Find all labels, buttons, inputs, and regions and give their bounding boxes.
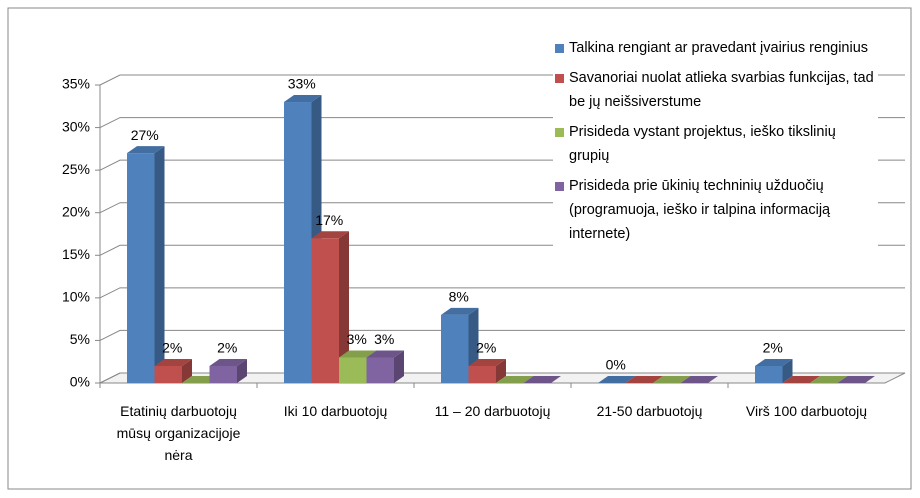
data-label: 2% xyxy=(476,340,496,356)
legend-label: Prisideda vystant projektus, ieško tiksl… xyxy=(569,124,836,164)
data-label: 2% xyxy=(162,340,182,356)
bar-side xyxy=(394,350,404,383)
bar-top xyxy=(311,231,349,239)
legend-swatch xyxy=(555,74,564,83)
bar xyxy=(311,238,339,383)
y-tick-label: 35% xyxy=(62,76,90,92)
bar-top xyxy=(598,376,636,383)
bar-top xyxy=(782,376,820,383)
bar-top xyxy=(366,350,404,358)
data-label: 3% xyxy=(374,331,394,347)
bar-top xyxy=(755,358,793,366)
bar-top xyxy=(496,376,534,383)
bar xyxy=(154,365,182,383)
bar xyxy=(339,357,367,383)
legend-label: Savanoriai nuolat atlieka svarbias funkc… xyxy=(569,70,874,110)
x-tick-label: Iki 10 darbuotojų xyxy=(283,403,388,419)
data-label: 8% xyxy=(449,289,469,305)
bar-top xyxy=(339,350,377,358)
grid-line xyxy=(99,329,905,341)
legend-swatch xyxy=(555,182,564,191)
y-tick-label: 25% xyxy=(62,161,90,177)
bar-side xyxy=(782,358,793,383)
legend-item: Talkina rengiant ar pravedant įvairius r… xyxy=(553,36,878,60)
y-tick-label: 5% xyxy=(70,331,90,347)
data-label: 17% xyxy=(315,212,343,228)
legend-label: Talkina rengiant ar pravedant įvairius r… xyxy=(569,40,869,56)
bar-top xyxy=(284,95,322,103)
data-label: 27% xyxy=(131,127,159,143)
bar-side xyxy=(496,358,506,383)
bar xyxy=(127,153,155,383)
grid-line xyxy=(99,287,905,299)
legend-item: Prisideda prie ūkinių techninių užduočių… xyxy=(553,174,878,246)
legend-swatch xyxy=(555,128,564,137)
x-tick-label: Virš 100 darbuotojų xyxy=(745,403,868,419)
legend-item: Prisideda vystant projektus, ieško tiksl… xyxy=(553,120,878,168)
legend-item: Savanoriai nuolat atlieka svarbias funkc… xyxy=(553,66,878,114)
bar xyxy=(441,314,469,383)
bar-top xyxy=(523,376,561,383)
bar-top xyxy=(468,358,506,366)
bar-side xyxy=(182,358,192,383)
bar xyxy=(209,365,237,383)
bar xyxy=(284,102,312,384)
bar-top xyxy=(680,376,718,383)
data-label: 2% xyxy=(217,340,237,356)
bar xyxy=(755,365,783,383)
y-tick-label: 10% xyxy=(62,289,90,305)
bar-top xyxy=(209,358,247,366)
bar xyxy=(468,365,496,383)
x-tick-label: 11 – 20 darbuotojų xyxy=(434,403,551,419)
legend-swatch xyxy=(555,44,564,53)
bar-top xyxy=(837,376,875,383)
y-tick-label: 30% xyxy=(62,118,90,134)
bar xyxy=(366,357,394,383)
bar-top xyxy=(127,146,165,154)
x-tick-label: 21-50 darbuotojų xyxy=(596,403,703,419)
bar-top xyxy=(653,376,691,383)
data-label: 2% xyxy=(763,340,783,356)
bar-side xyxy=(339,231,349,383)
bar-top xyxy=(810,376,848,383)
bar-side xyxy=(154,146,165,383)
bar-top xyxy=(441,307,479,315)
legend-label: Prisideda prie ūkinių techninių užduočių… xyxy=(569,178,831,242)
bar-top xyxy=(625,376,663,383)
y-tick-label: 20% xyxy=(62,203,90,219)
data-label: 33% xyxy=(288,76,316,92)
legend: Talkina rengiant ar pravedant įvairius r… xyxy=(553,36,878,252)
data-label: 0% xyxy=(606,357,626,373)
y-tick-label: 0% xyxy=(70,374,90,390)
bar-top xyxy=(154,358,192,366)
y-tick-label: 15% xyxy=(62,246,90,262)
bar-side xyxy=(237,358,247,383)
data-label: 3% xyxy=(347,331,367,347)
grid-line xyxy=(99,372,905,384)
x-tick-label: Etatinių darbuotojų mūsų organizacijoje … xyxy=(116,403,241,463)
